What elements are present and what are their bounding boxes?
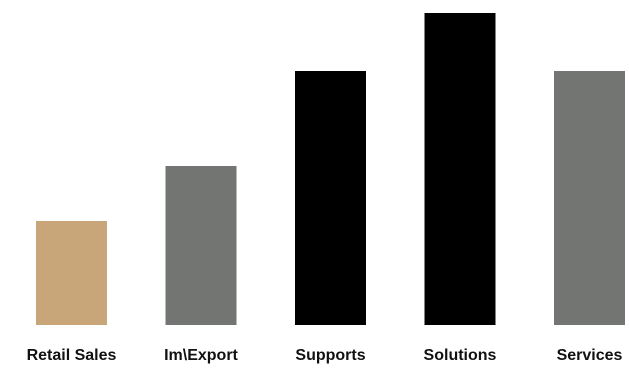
bar-retail-sales: [36, 221, 107, 325]
bar-services: [554, 71, 625, 325]
category-label-solutions: Solutions: [424, 347, 497, 364]
category-label-supports: Supports: [295, 347, 365, 364]
bar-group: [36, 13, 625, 325]
category-label-im-export: Im\Export: [164, 347, 238, 364]
bar-im-export: [165, 166, 237, 325]
bar-supports: [295, 71, 366, 325]
category-label-group: Retail Sales Im\Export Supports Solutions Se…: [27, 347, 623, 364]
bar-solutions: [424, 13, 496, 325]
category-label-services: Services: [557, 347, 623, 364]
category-label-retail-sales: Retail Sales: [27, 347, 117, 364]
